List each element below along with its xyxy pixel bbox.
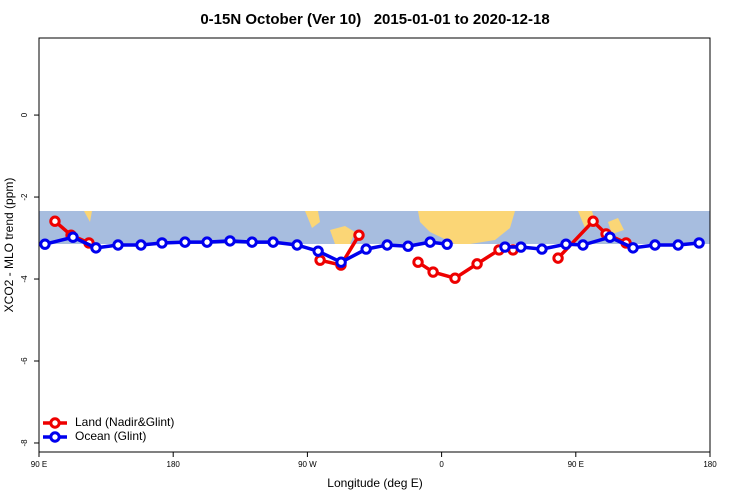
point: [135, 239, 147, 251]
point: [693, 237, 705, 249]
land-shape: [84, 211, 92, 222]
chart-title: 0-15N October (Ver 10) 2015-01-01 to 202…: [200, 11, 549, 28]
point: [552, 252, 564, 264]
point: [335, 256, 347, 268]
point: [90, 242, 102, 254]
point: [424, 236, 436, 248]
point: [427, 266, 439, 278]
point: [471, 258, 483, 270]
x-tick-label: 180: [703, 460, 717, 469]
point: [402, 240, 414, 252]
point: [67, 231, 79, 243]
point: [49, 215, 61, 227]
point: [672, 239, 684, 251]
legend: Land (Nadir&Glint)Ocean (Glint): [43, 415, 174, 443]
point: [112, 239, 124, 251]
point: [312, 245, 324, 257]
x-axis-label: Longitude (deg E): [327, 476, 422, 490]
point: [560, 238, 572, 250]
y-tick-label: -4: [20, 275, 29, 283]
x-tick-label: 90 W: [298, 460, 317, 469]
y-tick-label: -2: [20, 193, 29, 201]
point: [381, 239, 393, 251]
point: [39, 238, 51, 250]
y-tick-label: -6: [20, 357, 29, 365]
point: [267, 236, 279, 248]
point: [291, 239, 303, 251]
point: [604, 231, 616, 243]
point: [314, 254, 326, 266]
point: [577, 239, 589, 251]
x-tick-label: 90 E: [31, 460, 47, 469]
point: [449, 272, 461, 284]
point: [515, 241, 527, 253]
x-tick-label: 180: [167, 460, 181, 469]
point: [499, 241, 511, 253]
point: [246, 236, 258, 248]
point: [441, 238, 453, 250]
land-shape: [305, 211, 320, 228]
y-tick-label: -8: [20, 439, 29, 447]
legend-label: Ocean (Glint): [75, 429, 146, 443]
point: [587, 215, 599, 227]
land-shape: [330, 226, 355, 244]
point: [179, 236, 191, 248]
legend-marker: [49, 431, 61, 443]
legend-label: Land (Nadir&Glint): [75, 415, 174, 429]
point: [649, 239, 661, 251]
point: [536, 243, 548, 255]
plot-frame: [38, 37, 711, 453]
x-tick-label: 0: [439, 460, 444, 469]
point: [360, 243, 372, 255]
point: [627, 242, 639, 254]
point: [353, 229, 365, 241]
point: [224, 235, 236, 247]
point: [201, 236, 213, 248]
y-axis-label: XCO2 - MLO trend (ppm): [2, 178, 16, 313]
point: [412, 256, 424, 268]
land-shape: [608, 218, 624, 234]
point: [156, 237, 168, 249]
land-shape: [418, 211, 515, 244]
y-tick-label: 0: [20, 112, 29, 117]
legend-marker: [49, 417, 61, 429]
x-tick-label: 90 E: [568, 460, 584, 469]
